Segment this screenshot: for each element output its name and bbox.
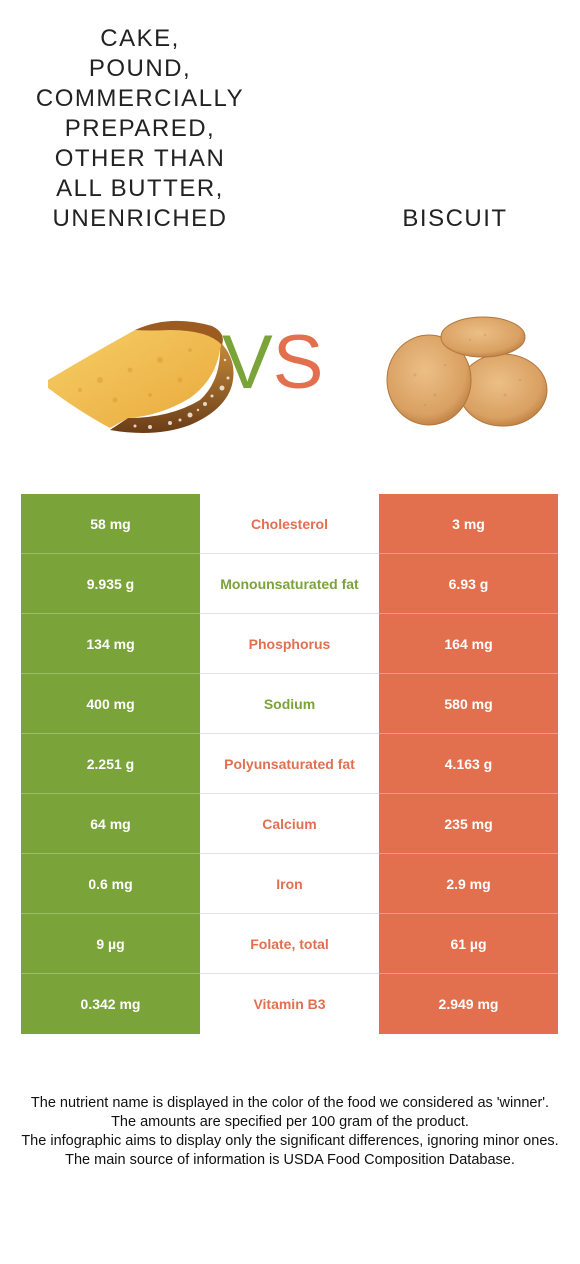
table-row: 2.251 g Polyunsaturated fat 4.163 g [21,734,558,794]
table-row: 9 µg Folate, total 61 µg [21,914,558,974]
left-food-value: 9 µg [21,914,200,974]
nutrient-name: Iron [200,854,379,914]
vs-s: S [272,320,324,405]
food-right-title: BISCUIT [402,205,508,232]
biscuits-image [386,316,548,427]
right-food-value: 6.93 g [379,554,558,614]
left-food-value: 0.342 mg [21,974,200,1034]
vs-label: VS [222,318,323,408]
left-food-value: 9.935 g [21,554,200,614]
nutrient-name: Monounsaturated fat [200,554,379,614]
footer-notes: The nutrient name is displayed in the co… [20,1094,560,1170]
table-row: 400 mg Sodium 580 mg [21,674,558,734]
table-row: 0.6 mg Iron 2.9 mg [21,854,558,914]
cake-slice-image [48,320,234,434]
food-left-title-line: OTHER THAN [54,145,226,172]
right-food-value: 61 µg [379,914,558,974]
footer-note: The nutrient name is displayed in the co… [30,1095,550,1111]
nutrient-name: Vitamin B3 [200,974,379,1034]
left-food-value: 58 mg [21,494,200,554]
nutrient-name: Folate, total [200,914,379,974]
table-row: 134 mg Phosphorus 164 mg [21,614,558,674]
nutrient-name: Calcium [200,794,379,854]
left-food-value: 400 mg [21,674,200,734]
right-food-value: 164 mg [379,614,558,674]
right-food-value: 4.163 g [379,734,558,794]
nutrient-name: Phosphorus [200,614,379,674]
table-row: 9.935 g Monounsaturated fat 6.93 g [21,554,558,614]
nutrient-name: Sodium [200,674,379,734]
right-food-value: 3 mg [379,494,558,554]
left-food-value: 134 mg [21,614,200,674]
food-left-title-line: POUND, [88,55,192,82]
footer-note: The infographic aims to display only the… [21,1133,559,1149]
footer-note: The amounts are specified per 100 gram o… [111,1114,469,1130]
left-food-value: 2.251 g [21,734,200,794]
left-food-value: 64 mg [21,794,200,854]
table-row: 58 mg Cholesterol 3 mg [21,494,558,554]
food-left-title-line: ALL BUTTER, [56,175,224,202]
food-left-title-line: PREPARED, [64,115,216,142]
comparison-table: 58 mg Cholesterol 3 mg 9.935 g Monounsaturat… [21,494,558,1034]
right-food-value: 2.9 mg [379,854,558,914]
nutrient-name: Polyunsaturated fat [200,734,379,794]
right-food-value: 580 mg [379,674,558,734]
food-left-title-line: CAKE, [100,25,180,52]
footer-note: The main source of information is USDA F… [65,1152,515,1168]
food-left-title: CAKE, POUND, COMMERCIALLY PREPARED, OTHE… [20,24,260,234]
table-row: 64 mg Calcium 235 mg [21,794,558,854]
nutrient-name: Cholesterol [200,494,379,554]
food-left-title-line: UNENRICHED [52,205,228,232]
right-food-value: 2.949 mg [379,974,558,1034]
food-left-title-line: COMMERCIALLY [35,85,245,112]
table-row: 0.342 mg Vitamin B3 2.949 mg [21,974,558,1034]
left-food-value: 0.6 mg [21,854,200,914]
right-food-value: 235 mg [379,794,558,854]
vs-v: V [222,320,273,405]
